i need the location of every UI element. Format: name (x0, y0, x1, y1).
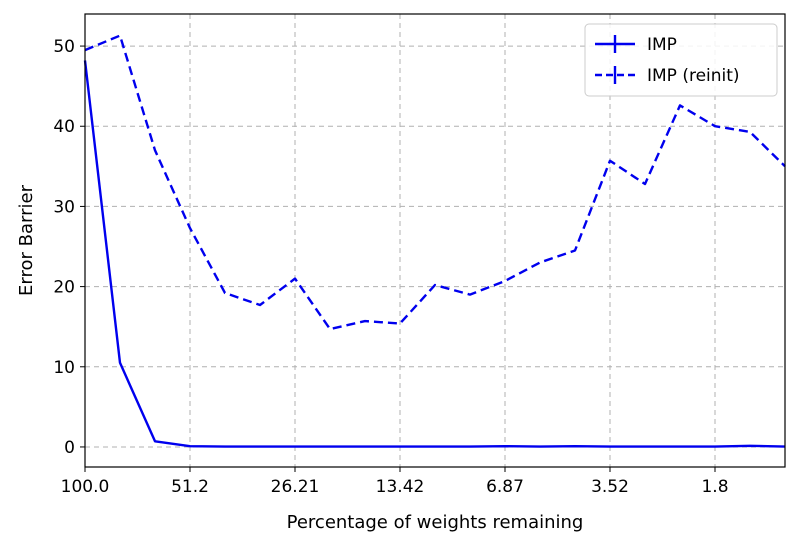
x-tick-label: 6.87 (486, 477, 524, 497)
y-tick-label: 30 (53, 197, 75, 217)
x-tick-label: 100.0 (61, 477, 110, 497)
y-axis-label: Error Barrier (16, 184, 37, 296)
series-line-imp-reinit (84, 34, 786, 331)
x-tick-label: 51.2 (171, 477, 209, 497)
legend-label: IMP (647, 35, 677, 55)
legend-label: IMP (reinit) (647, 66, 740, 86)
series-layer (83, 34, 786, 448)
legend-box (584, 23, 778, 97)
y-tick-label: 50 (53, 37, 75, 57)
axis-ticks: 100.0 51.2 26.21 13.42 6.87 3.52 1.8 0 10 20 30 40 5… (53, 37, 728, 497)
x-tick-label: 13.42 (376, 477, 425, 497)
y-tick-label: 10 (53, 358, 75, 378)
x-tick-label: 3.52 (591, 477, 629, 497)
y-tick-label: 20 (53, 278, 75, 298)
legend: IMP IMP (reinit) (584, 23, 778, 97)
x-tick-label: 1.8 (701, 477, 728, 497)
x-tick-label: 26.21 (271, 477, 320, 497)
y-tick-label: 40 (53, 117, 75, 137)
x-axis-label: Percentage of weights remaining (287, 512, 584, 533)
series-line-imp (83, 60, 786, 448)
plot-frame (84, 13, 786, 468)
y-tick-label: 0 (64, 438, 75, 458)
